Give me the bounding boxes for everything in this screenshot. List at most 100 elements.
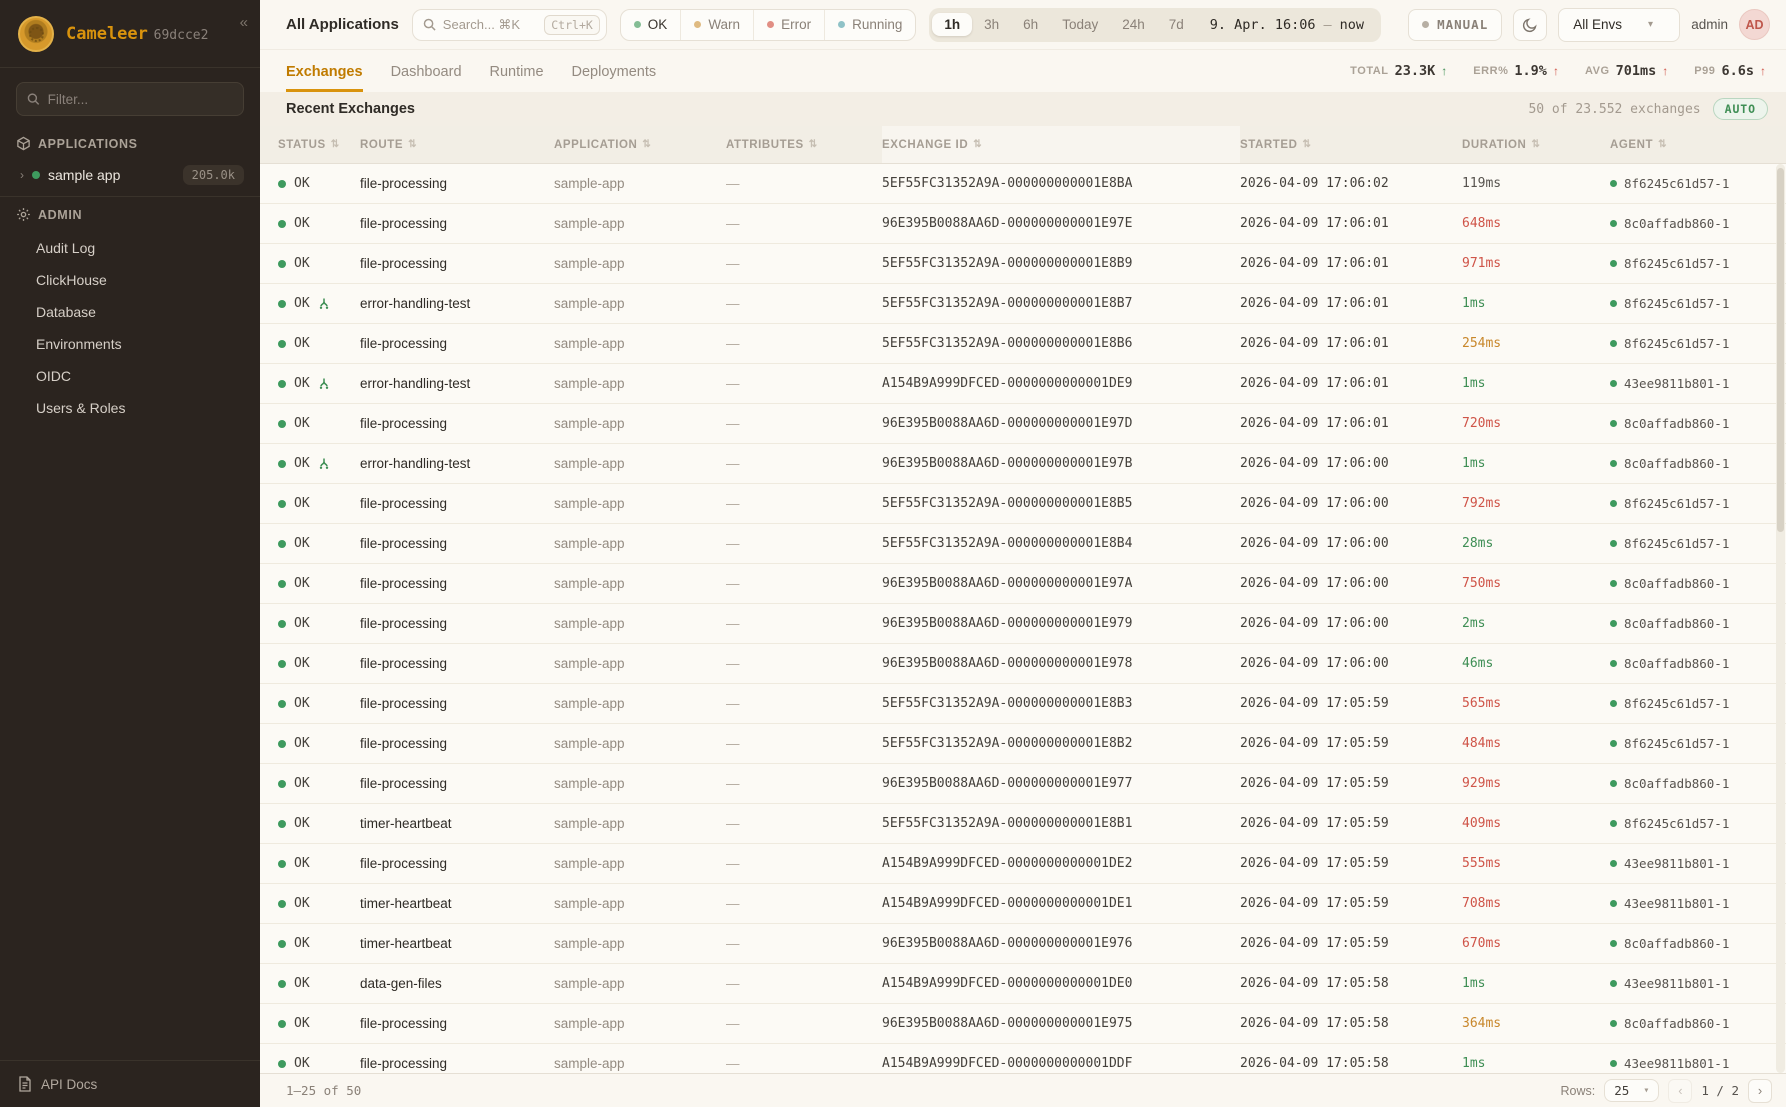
tab-deployments[interactable]: Deployments — [571, 63, 657, 80]
status-filter-error[interactable]: Error — [753, 9, 824, 40]
sidebar-item-sample-app[interactable]: › sample app 205.0k — [0, 157, 260, 196]
refresh-mode-button[interactable]: MANUAL — [1408, 8, 1503, 41]
trend-up-icon: ↑ — [1662, 64, 1669, 78]
column-header-attributes[interactable]: ATTRIBUTES ⇅ — [726, 126, 882, 163]
column-header-started[interactable]: STARTED ⇅ — [1240, 126, 1462, 163]
column-header-status[interactable]: STATUS ⇅ — [278, 126, 360, 163]
scrollbar-thumb[interactable] — [1777, 168, 1784, 532]
column-header-exchange-id[interactable]: EXCHANGE ID ⇅ — [882, 126, 1240, 163]
sidebar-item-environments[interactable]: Environments — [36, 336, 122, 352]
time-range-display[interactable]: 9. Apr. 16:06 — now — [1196, 17, 1378, 33]
table-row[interactable]: OK error-handling-test sample-app — A154B9A9… — [260, 364, 1786, 404]
time-range-24h[interactable]: 24h — [1122, 17, 1145, 32]
exchange-id-cell: 96E395B0088AA6D-000000000001E97A — [882, 576, 1133, 591]
application-cell: sample-app — [554, 536, 625, 551]
table-row[interactable]: OK file-processing sample-app — 5EF55FC31352… — [260, 324, 1786, 364]
column-header-application[interactable]: APPLICATION ⇅ — [554, 126, 726, 163]
time-range-6h[interactable]: 6h — [1023, 17, 1039, 32]
table-row[interactable]: OK file-processing sample-app — 5EF55FC31352… — [260, 684, 1786, 724]
stat-label: TOTAL — [1350, 65, 1389, 77]
sidebar-filter[interactable] — [16, 82, 244, 116]
table-row[interactable]: OK file-processing sample-app — 5EF55FC31352… — [260, 724, 1786, 764]
tab-runtime[interactable]: Runtime — [489, 63, 544, 80]
started-cell: 2026-04-09 17:05:58 — [1240, 1056, 1389, 1071]
rows-per-page-select[interactable]: 25 ▾ — [1604, 1079, 1660, 1102]
column-header-duration[interactable]: DURATION ⇅ — [1462, 126, 1610, 163]
user-avatar[interactable]: AD — [1739, 9, 1770, 40]
table-row[interactable]: OK error-handling-test sample-app — 96E395B0… — [260, 444, 1786, 484]
next-page-button[interactable]: › — [1748, 1078, 1772, 1103]
tab-dashboard[interactable]: Dashboard — [390, 63, 462, 80]
sidebar-item-clickhouse[interactable]: ClickHouse — [36, 272, 107, 288]
column-header-route[interactable]: ROUTE ⇅ — [360, 126, 554, 163]
attributes-cell: — — [726, 296, 740, 311]
vertical-scrollbar[interactable] — [1776, 164, 1785, 1073]
status-label: OK — [294, 296, 310, 311]
sort-icon: ⇅ — [408, 139, 418, 150]
table-row[interactable]: OK file-processing sample-app — 96E395B0088A… — [260, 764, 1786, 804]
auto-refresh-badge[interactable]: AUTO — [1712, 98, 1768, 120]
duration-cell: 648ms — [1462, 216, 1502, 231]
time-range-1h[interactable]: 1h — [932, 13, 973, 36]
sidebar-item-api-docs[interactable]: API Docs — [0, 1060, 260, 1107]
table-row[interactable]: OK file-processing sample-app — 5EF55FC31352… — [260, 244, 1786, 284]
agent-cell: 8c0affadb860-1 — [1610, 616, 1786, 631]
global-search-input[interactable]: Search... ⌘K Ctrl+K — [411, 8, 607, 41]
theme-toggle-button[interactable] — [1513, 8, 1548, 41]
table-row[interactable]: OK timer-heartbeat sample-app — A154B9A999DF… — [260, 884, 1786, 924]
column-header-label: STARTED — [1240, 138, 1298, 151]
stat-total: TOTAL 23.3K ↑ — [1350, 63, 1447, 79]
table-row[interactable]: OK file-processing sample-app — 96E395B0088A… — [260, 564, 1786, 604]
table-row[interactable]: OK file-processing sample-app — 96E395B0088A… — [260, 1004, 1786, 1044]
table-row[interactable]: OK file-processing sample-app — 96E395B0088A… — [260, 404, 1786, 444]
started-cell: 2026-04-09 17:05:59 — [1240, 936, 1389, 951]
tab-exchanges[interactable]: Exchanges — [286, 50, 363, 92]
sidebar-item-database[interactable]: Database — [36, 304, 96, 320]
column-header-label: AGENT — [1610, 138, 1654, 151]
table-row[interactable]: OK file-processing sample-app — A154B9A999DF… — [260, 1044, 1786, 1073]
table-row[interactable]: OK data-gen-files sample-app — A154B9A999DFC… — [260, 964, 1786, 1004]
status-filter-running[interactable]: Running — [824, 9, 915, 40]
caret-down-icon: ▾ — [1643, 1085, 1650, 1096]
agent-id: 43ee9811b801-1 — [1624, 1056, 1730, 1071]
sidebar-item-oidc[interactable]: OIDC — [36, 368, 71, 384]
status-filter-ok[interactable]: OK — [621, 10, 681, 40]
column-header-agent[interactable]: AGENT ⇅ — [1610, 126, 1786, 163]
sidebar-collapse-icon[interactable]: « — [239, 14, 248, 31]
sidebar-item-audit-log[interactable]: Audit Log — [36, 240, 96, 256]
sort-icon: ⇅ — [973, 139, 983, 150]
sidebar-item-users-roles[interactable]: Users & Roles — [36, 400, 126, 416]
app-count-badge: 205.0k — [182, 165, 244, 185]
prev-page-button[interactable]: ‹ — [1668, 1078, 1693, 1103]
route-cell: file-processing — [360, 416, 448, 431]
table-row[interactable]: OK file-processing sample-app — 5EF55FC31352… — [260, 484, 1786, 524]
time-range-today[interactable]: Today — [1062, 17, 1099, 32]
sidebar-filter-input[interactable] — [47, 91, 233, 107]
time-range-7d[interactable]: 7d — [1168, 17, 1184, 32]
table-row[interactable]: OK file-processing sample-app — 96E395B0088A… — [260, 604, 1786, 644]
env-select[interactable]: All Envs ▾ — [1558, 7, 1681, 42]
table-body: OK file-processing sample-app — 5EF55FC31352… — [260, 164, 1786, 1073]
status-label: OK — [294, 456, 310, 471]
table-row[interactable]: OK file-processing sample-app — 96E395B0088A… — [260, 204, 1786, 244]
agent-status-dot — [1610, 860, 1617, 867]
application-cell: sample-app — [554, 496, 625, 511]
table-row[interactable]: OK timer-heartbeat sample-app — 5EF55FC31352… — [260, 804, 1786, 844]
agent-status-dot — [1610, 620, 1617, 627]
caret-down-icon: ▾ — [1648, 19, 1654, 30]
agent-id: 43ee9811b801-1 — [1624, 976, 1730, 991]
table-row[interactable]: OK timer-heartbeat sample-app — 96E395B0088A… — [260, 924, 1786, 964]
chevron-right-icon[interactable]: › — [20, 168, 24, 182]
status-filter-warn[interactable]: Warn — [680, 9, 753, 40]
table-row[interactable]: OK file-processing sample-app — 96E395B0088A… — [260, 644, 1786, 684]
table-row[interactable]: OK file-processing sample-app — 5EF55FC31352… — [260, 524, 1786, 564]
route-cell: file-processing — [360, 536, 448, 551]
time-range-3h[interactable]: 3h — [984, 17, 1000, 32]
table-row[interactable]: OK error-handling-test sample-app — 5EF55FC3… — [260, 284, 1786, 324]
table-row[interactable]: OK file-processing sample-app — A154B9A999DF… — [260, 844, 1786, 884]
table-row[interactable]: OK file-processing sample-app — 5EF55FC31352… — [260, 164, 1786, 204]
agent-status-dot — [1610, 580, 1617, 587]
stat-label: AVG — [1584, 65, 1610, 77]
exchange-id-cell: 96E395B0088AA6D-000000000001E979 — [882, 616, 1133, 631]
application-cell: sample-app — [554, 1056, 625, 1071]
